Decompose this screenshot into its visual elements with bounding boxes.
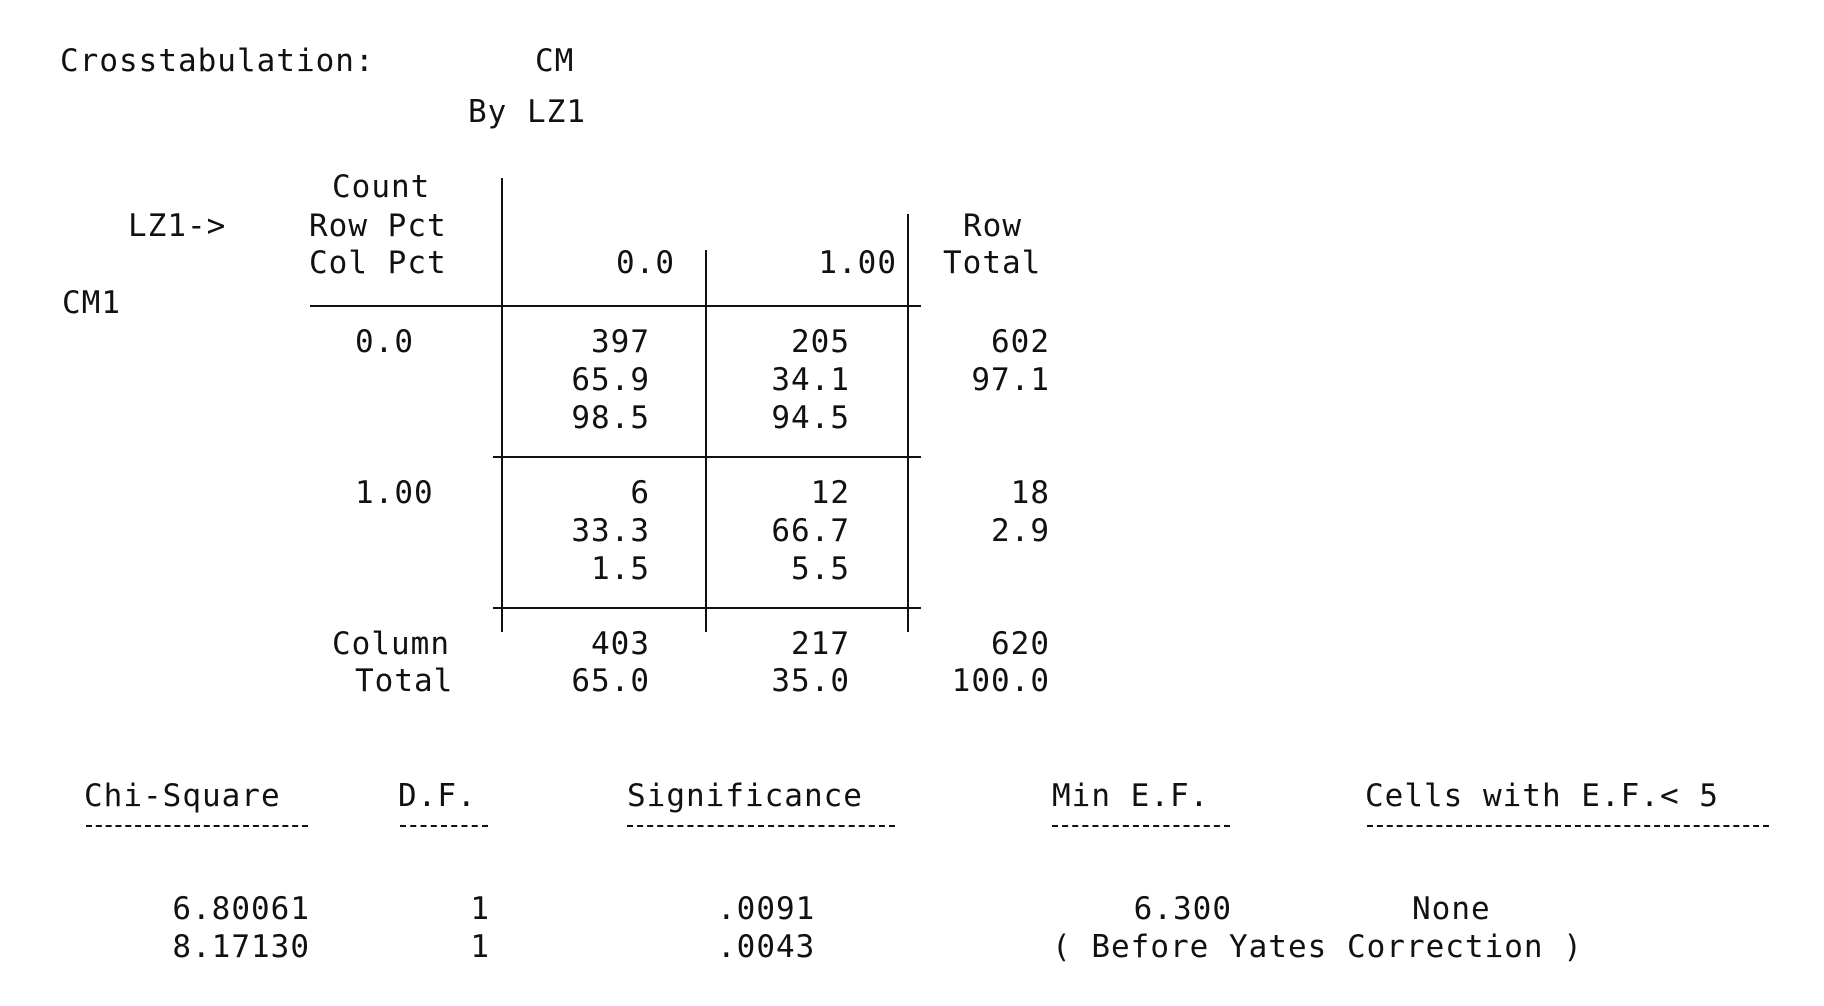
stats-row-0-chi-square: 6.80061 [172,891,310,927]
col-0-total-pct: 65.0 [571,663,650,699]
row-0-total-count: 602 [991,324,1050,360]
cell-1-1-count: 12 [810,475,850,511]
cell-1-1-row-pct: 66.7 [771,513,850,549]
stats-row-1-df: 1 [470,929,490,965]
cell-1-0-row-pct: 33.3 [571,513,650,549]
column-total-label-line1: Column [332,626,450,662]
legend-col-pct: Col Pct [309,245,447,281]
stats-underline-chi-square [86,825,308,827]
row-variable-label: CM1 [62,285,121,321]
stats-row-1-significance: .0043 [717,929,816,965]
stats-header-cells-ef: Cells with E.F.< 5 [1365,778,1719,814]
grid-hline-row2 [493,607,921,609]
cell-1-0-col-pct: 1.5 [591,551,650,587]
row-0-total-pct: 97.1 [971,362,1050,398]
grid-vline-1 [705,250,707,632]
stats-row-0-significance: .0091 [717,891,816,927]
stats-underline-df [400,825,488,827]
row-0-label: 0.0 [355,324,414,360]
column-variable-label: LZ1-> [128,208,227,244]
stats-header-df: D.F. [398,778,477,814]
grid-vline-2 [907,214,909,632]
cell-0-0-row-pct: 65.9 [571,362,650,398]
grand-total-count: 620 [991,626,1050,662]
col-1-total-count: 217 [791,626,850,662]
stats-row-0-min-ef: 6.300 [1133,891,1232,927]
cell-0-1-col-pct: 94.5 [771,400,850,436]
legend-count: Count [332,169,431,205]
stats-header-chi-square: Chi-Square [84,778,281,814]
stats-row-0-cells: None [1412,891,1491,927]
col-header-1: 1.00 [818,245,897,281]
col-1-total-pct: 35.0 [771,663,850,699]
col-header-0: 0.0 [616,245,675,281]
crosstab-label: Crosstabulation: [60,43,375,79]
cell-0-0-count: 397 [591,324,650,360]
legend-row-pct: Row Pct [309,208,447,244]
cell-0-1-count: 205 [791,324,850,360]
stats-underline-significance [627,825,895,827]
cell-0-1-row-pct: 34.1 [771,362,850,398]
row-1-label: 1.00 [355,475,434,511]
grid-hline-header [310,305,921,307]
stats-row-0-df: 1 [470,891,490,927]
stats-header-significance: Significance [627,778,863,814]
column-total-label-line2: Total [355,663,454,699]
stats-row-1-chi-square: 8.17130 [172,929,310,965]
stats-header-min-ef: Min E.F. [1052,778,1210,814]
by-variable-label: By LZ1 [468,94,586,130]
col-0-total-count: 403 [591,626,650,662]
row-1-total-count: 18 [1010,475,1050,511]
cell-1-1-col-pct: 5.5 [791,551,850,587]
row-variable-name: CM [535,43,575,79]
stats-underline-cells-ef [1367,825,1769,827]
grand-total-pct: 100.0 [951,663,1050,699]
stats-underline-min-ef [1052,825,1230,827]
row-total-header-line1: Row [963,208,1022,244]
row-total-header-line2: Total [943,245,1042,281]
row-1-total-pct: 2.9 [991,513,1050,549]
yates-correction-note: ( Before Yates Correction ) [1052,929,1583,965]
cell-1-0-count: 6 [630,475,650,511]
grid-vline-0 [501,178,503,632]
grid-hline-row1 [493,456,921,458]
cell-0-0-col-pct: 98.5 [571,400,650,436]
